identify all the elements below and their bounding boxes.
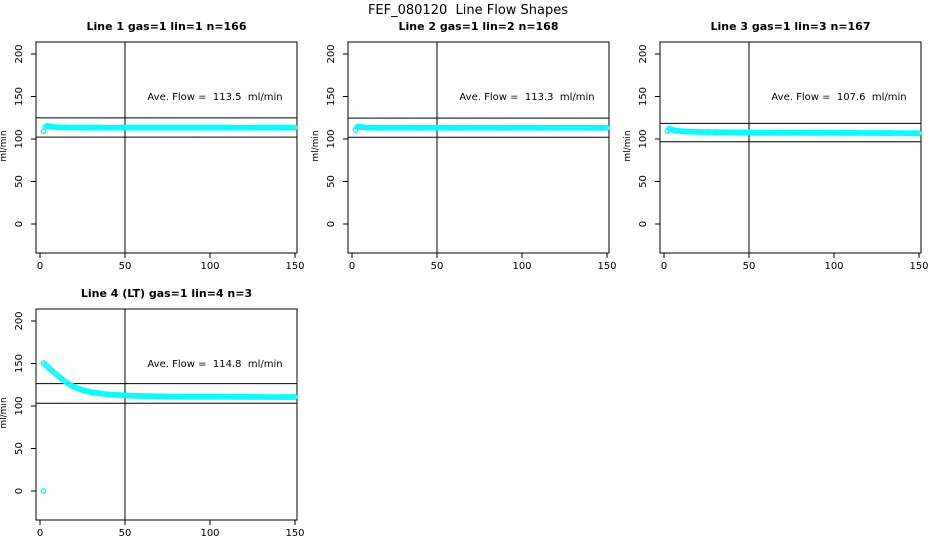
x-tick-label: 150 xyxy=(285,261,304,271)
x-tick-label: 150 xyxy=(909,261,928,271)
y-tick-label: 0 xyxy=(326,221,337,227)
plot-box xyxy=(347,41,610,254)
x-tick-label: 100 xyxy=(200,261,219,271)
panel-title-line-4: Line 4 (LT) gas=1 lin=4 n=3 xyxy=(80,287,253,300)
x-tick-label: 50 xyxy=(119,261,132,271)
x-tick-label: 50 xyxy=(743,261,756,271)
x-tick-label: 150 xyxy=(597,261,616,271)
x-tick-label: 100 xyxy=(824,261,843,271)
x-tick-label: 0 xyxy=(37,261,43,271)
outlier-data-point xyxy=(40,488,47,494)
data-point xyxy=(40,128,47,135)
y-tick-label: 200 xyxy=(326,44,337,63)
x-tick-label: 100 xyxy=(512,261,531,271)
ave-flow-annotation-line-3: Ave. Flow = 107.6 ml/min xyxy=(771,92,907,103)
y-tick-label: 50 xyxy=(14,442,25,455)
data-point xyxy=(292,394,298,400)
plot-area-line-2: 0 50 100 150 0 50 100 150 200 xyxy=(326,41,617,271)
panel-line-1: 0 50 100 150 0 50 100 150 200 Line 1 gas=1 lin=1… xyxy=(0,5,312,271)
data-point xyxy=(916,130,922,137)
panel-line-2: 0 50 100 150 0 50 100 150 200 Line 2 gas=1 lin=2… xyxy=(311,5,624,271)
plot-box xyxy=(35,308,298,521)
y-axis-label: ml/min xyxy=(0,397,9,429)
y-tick-label: 150 xyxy=(638,87,649,106)
x-tick-label: 100 xyxy=(200,528,219,538)
plot-area-line-1: 0 50 100 150 0 50 100 150 200 xyxy=(14,41,305,271)
y-tick-label: 100 xyxy=(14,129,25,148)
panel-line-3: 0 50 100 150 0 50 100 150 200 Line 3 gas=1 lin=3… xyxy=(623,5,936,271)
data-points xyxy=(40,360,298,400)
ave-flow-annotation-line-2: Ave. Flow = 113.3 ml/min xyxy=(459,92,595,103)
y-tick-label: 200 xyxy=(14,44,25,63)
data-point xyxy=(292,124,298,131)
y-tick-label: 150 xyxy=(14,354,25,373)
y-tick-label: 50 xyxy=(326,175,337,188)
plot-box xyxy=(35,41,298,254)
panel-line-4: 0 50 100 150 0 50 100 150 200 Line 4 (LT) gas=1 … xyxy=(0,272,312,538)
panel-title-line-3: Line 3 gas=1 lin=3 n=167 xyxy=(710,20,871,33)
y-tick-label: 150 xyxy=(14,87,25,106)
ave-flow-annotation-line-4: Ave. Flow = 114.8 ml/min xyxy=(147,359,283,370)
x-tick-label: 0 xyxy=(349,261,355,271)
x-tick-label: 0 xyxy=(37,528,43,538)
y-axis-label: ml/min xyxy=(0,130,9,162)
data-point xyxy=(604,124,610,131)
data-points xyxy=(664,125,922,137)
figure-title: FEF_080120 Line Flow Shapes xyxy=(367,3,569,18)
data-points xyxy=(352,123,610,133)
y-tick-label: 50 xyxy=(638,175,649,188)
y-tick-label: 100 xyxy=(14,396,25,415)
plot-area-line-4: 0 50 100 150 0 50 100 150 200 xyxy=(14,308,305,538)
y-tick-label: 200 xyxy=(638,44,649,63)
ave-flow-annotation-line-1: Ave. Flow = 113.5 ml/min xyxy=(147,92,283,103)
y-axis-label: ml/min xyxy=(623,130,633,162)
y-tick-label: 100 xyxy=(326,129,337,148)
y-tick-label: 150 xyxy=(326,87,337,106)
y-tick-label: 0 xyxy=(638,221,649,227)
x-tick-label: 50 xyxy=(431,261,444,271)
y-tick-label: 200 xyxy=(14,311,25,330)
y-tick-label: 50 xyxy=(14,175,25,188)
y-axis-label: ml/min xyxy=(311,130,321,162)
x-tick-label: 50 xyxy=(119,528,132,538)
y-tick-label: 0 xyxy=(14,221,25,227)
y-tick-label: 100 xyxy=(638,129,649,148)
plot-area-line-3: 0 50 100 150 0 50 100 150 200 xyxy=(638,41,929,271)
plot-box xyxy=(659,41,922,254)
y-tick-label: 0 xyxy=(14,488,25,494)
data-points xyxy=(40,122,298,135)
x-tick-label: 150 xyxy=(285,528,304,538)
x-tick-label: 0 xyxy=(661,261,667,271)
panel-title-line-1: Line 1 gas=1 lin=1 n=166 xyxy=(86,20,247,33)
panel-title-line-2: Line 2 gas=1 lin=2 n=168 xyxy=(398,20,559,33)
